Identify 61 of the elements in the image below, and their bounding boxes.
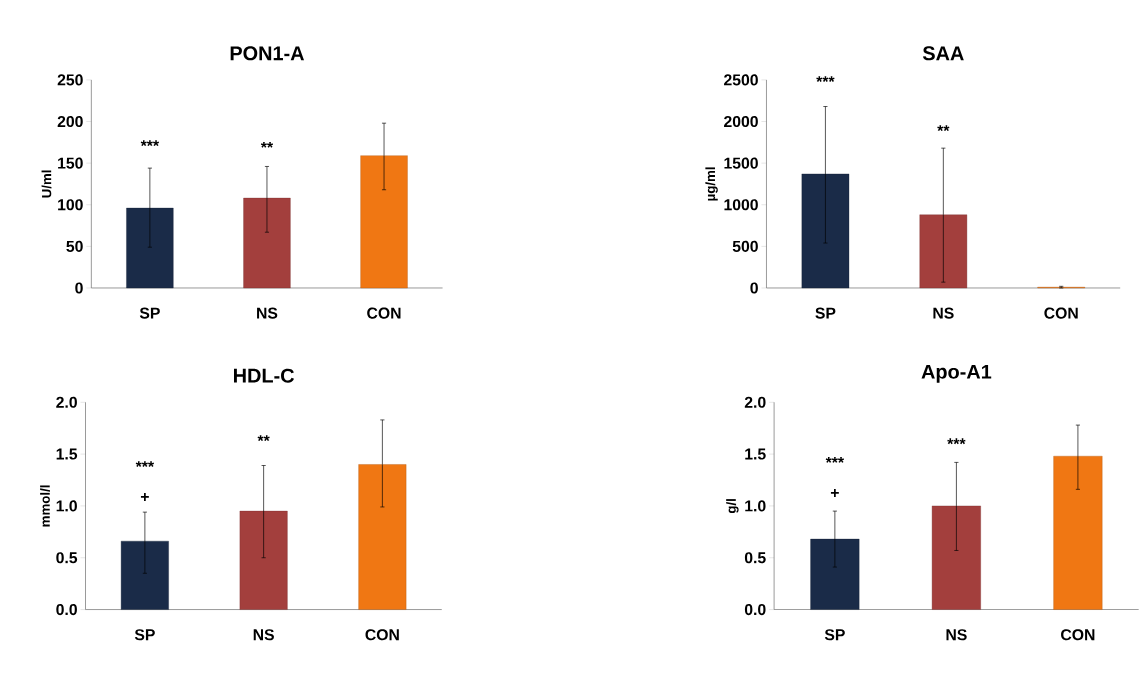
y-tick-label: 200 [57, 115, 83, 128]
y-tick-label: 0.5 [744, 552, 766, 564]
y-tick-label: 150 [58, 157, 83, 169]
y-tick-label: 0.0 [744, 603, 766, 616]
y-tick-label: 0 [75, 282, 83, 294]
y-tick-label: 1.5 [745, 448, 766, 460]
x-tick-label: CON [367, 307, 401, 319]
y-tick-label: 1000 [724, 199, 758, 211]
annotation: ** [257, 435, 270, 442]
chart-title: PON1-A [230, 46, 305, 61]
x-tick-label: CON [365, 629, 399, 641]
x-tick-label: SP [824, 629, 845, 641]
bar [360, 155, 408, 289]
y-tick-label: 0 [750, 282, 758, 294]
x-tick-label: NS [946, 629, 967, 641]
x-tick-label: SP [139, 307, 160, 319]
x-tick-label: NS [933, 307, 954, 319]
bar [126, 207, 174, 289]
bar [358, 464, 407, 610]
annotation: *** [140, 140, 160, 147]
y-tick-label: 500 [732, 240, 758, 252]
y-tick-label: 1500 [724, 157, 758, 169]
chart-title: Apo-A1 [921, 364, 992, 383]
bar [931, 505, 981, 610]
y-tick-label: 1.0 [745, 500, 766, 512]
chart-title: SAA [922, 46, 964, 61]
bar [239, 510, 288, 610]
y-tick-label: 2000 [724, 115, 758, 128]
chart-title: HDL-C [234, 368, 295, 383]
y-tick-label: 2.0 [56, 396, 77, 408]
y-tick-label: 0.0 [56, 603, 77, 616]
bar [1053, 456, 1103, 610]
annotation: ** [937, 125, 950, 132]
annotation: ** [260, 141, 274, 148]
y-axis-title: g/l [726, 499, 739, 514]
annotation: + [140, 492, 149, 501]
annotation: *** [816, 76, 835, 82]
x-tick-label: NS [253, 629, 274, 641]
annotation: + [830, 488, 839, 497]
annotation: *** [947, 438, 966, 445]
y-tick-label: 2500 [724, 74, 758, 86]
y-axis-title: U/ml [41, 170, 52, 198]
y-tick-label: 250 [57, 74, 83, 86]
bar [120, 540, 169, 610]
y-tick-label: 100 [58, 199, 83, 211]
x-tick-label: CON [1061, 629, 1095, 641]
y-axis-title: µg/ml [705, 167, 718, 201]
x-tick-label: CON [1044, 307, 1078, 319]
y-tick-label: 1.5 [56, 448, 78, 460]
x-tick-label: SP [134, 629, 155, 641]
y-tick-label: 2.0 [744, 396, 766, 408]
y-axis-title: mmol/l [40, 485, 50, 527]
bar [243, 197, 291, 289]
y-tick-label: 0.5 [56, 552, 78, 564]
y-tick-label: 1.0 [56, 500, 77, 512]
annotation: *** [135, 461, 155, 467]
x-tick-label: SP [815, 307, 836, 319]
bar [810, 538, 860, 610]
x-tick-label: NS [257, 307, 278, 319]
y-tick-label: 50 [66, 240, 83, 252]
annotation: *** [825, 456, 845, 463]
